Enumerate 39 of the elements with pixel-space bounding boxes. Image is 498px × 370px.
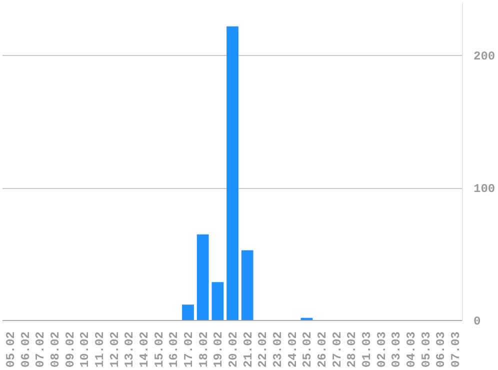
x-tick-label: 19.02 xyxy=(212,331,226,368)
x-tick-label: 12.02 xyxy=(108,331,122,368)
x-tick-label: 08.02 xyxy=(48,331,62,368)
x-tick-label: 09.02 xyxy=(63,331,78,368)
x-tick-label: 07.02 xyxy=(34,331,48,368)
x-tick-label: 01.03 xyxy=(360,331,374,368)
x-tick-label: 28.02 xyxy=(345,331,360,368)
x-tick-label: 04.03 xyxy=(404,331,419,368)
x-tick-label: 24.02 xyxy=(286,331,300,368)
x-tick-label: 06.02 xyxy=(18,331,33,368)
x-tick-label: 25.02 xyxy=(300,331,315,368)
x-tick-label: 05.02 xyxy=(4,331,18,368)
x-tick-label: 21.02 xyxy=(241,331,256,368)
y-tick-label: 100 xyxy=(474,182,496,196)
x-tick-label: 23.02 xyxy=(271,331,286,368)
x-tick-label: 10.02 xyxy=(78,331,92,368)
bar xyxy=(212,282,224,320)
x-tick-label: 26.02 xyxy=(316,331,330,368)
x-tick-label: 16.02 xyxy=(167,331,182,368)
x-tick-label: 14.02 xyxy=(137,331,152,368)
x-tick-label: 20.02 xyxy=(226,331,240,368)
bar xyxy=(241,250,254,320)
y-tick-label: 200 xyxy=(474,50,496,64)
x-tick-label: 17.02 xyxy=(182,331,196,368)
x-tick-label: 06.03 xyxy=(434,331,448,368)
x-tick-label: 07.03 xyxy=(449,331,464,368)
bar xyxy=(182,304,194,320)
x-tick-label: 02.03 xyxy=(374,331,389,368)
x-tick-label: 27.02 xyxy=(330,331,344,368)
x-tick-label: 03.03 xyxy=(390,331,404,368)
bar xyxy=(196,234,209,320)
y-tick-label: 0 xyxy=(474,314,481,328)
bar xyxy=(226,26,238,320)
x-tick-label: 18.02 xyxy=(196,331,211,368)
x-tick-label: 15.02 xyxy=(152,331,166,368)
x-tick-label: 13.02 xyxy=(122,331,137,368)
x-tick-label: 05.03 xyxy=(419,331,434,368)
x-tick-label: 11.02 xyxy=(92,331,107,368)
x-tick-label: 22.02 xyxy=(256,331,270,368)
